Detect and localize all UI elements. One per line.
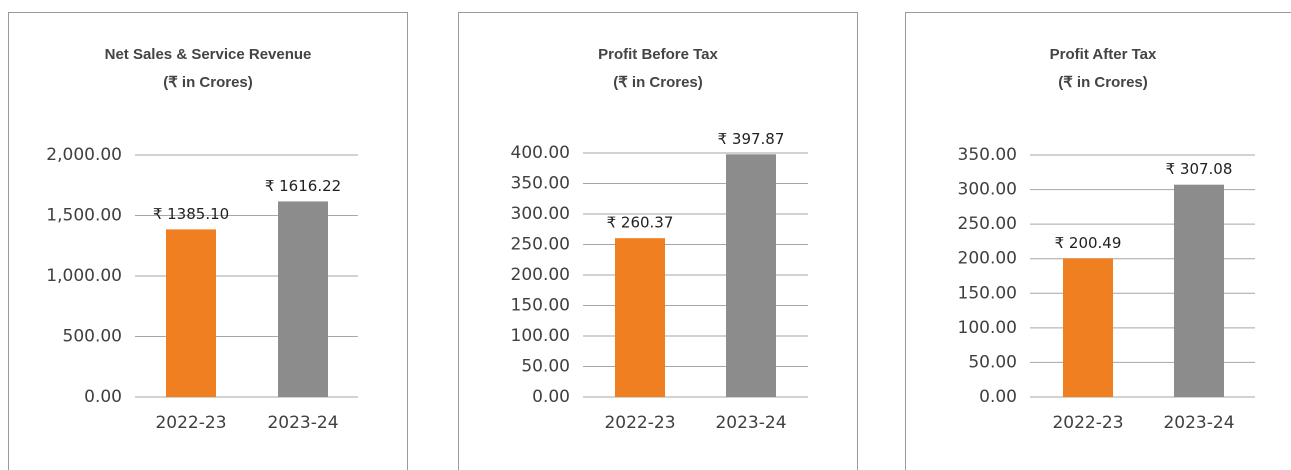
x-tick-label: 2023-24 [715, 413, 786, 433]
chart-title: Profit Before Tax [598, 46, 718, 63]
x-tick-label: 2022-23 [155, 413, 226, 433]
data-label: ₹ 260.37 [607, 214, 674, 232]
bar [726, 154, 776, 397]
panel [458, 12, 858, 470]
data-label: ₹ 397.87 [718, 130, 785, 148]
y-tick-label: 100.00 [958, 318, 1017, 338]
bar [278, 201, 328, 397]
x-tick-label: 2022-23 [604, 413, 675, 433]
y-tick-label: 1,000.00 [46, 266, 122, 286]
chart-subtitle: (₹ in Crores) [163, 74, 253, 91]
data-label: ₹ 307.08 [1166, 160, 1233, 178]
y-tick-label: 2,000.00 [46, 145, 122, 165]
y-tick-label: 300.00 [958, 180, 1017, 200]
data-label: ₹ 1385.10 [153, 205, 229, 223]
y-tick-label: 400.00 [511, 143, 570, 163]
chart-title: Profit After Tax [1050, 46, 1157, 63]
x-tick-label: 2022-23 [1052, 413, 1123, 433]
y-tick-label: 150.00 [958, 283, 1017, 303]
panel [905, 12, 1291, 470]
y-tick-label: 200.00 [511, 265, 570, 285]
y-tick-label: 0.00 [84, 387, 122, 407]
y-tick-label: 0.00 [979, 387, 1017, 407]
chart-subtitle: (₹ in Crores) [1058, 74, 1148, 91]
y-tick-label: 300.00 [511, 204, 570, 224]
y-tick-label: 250.00 [958, 214, 1017, 234]
data-label: ₹ 200.49 [1055, 234, 1122, 252]
y-tick-label: 350.00 [958, 145, 1017, 165]
y-tick-label: 200.00 [958, 249, 1017, 269]
x-tick-label: 2023-24 [1163, 413, 1234, 433]
y-tick-label: 50.00 [968, 352, 1017, 372]
bar [615, 238, 665, 397]
y-tick-label: 100.00 [511, 326, 570, 346]
data-label: ₹ 1616.22 [265, 177, 341, 195]
panel [8, 12, 408, 470]
y-tick-label: 350.00 [511, 174, 570, 194]
chart-subtitle: (₹ in Crores) [613, 74, 703, 91]
y-tick-label: 250.00 [511, 235, 570, 255]
bar [166, 229, 216, 397]
bar [1174, 184, 1224, 397]
y-tick-label: 150.00 [511, 296, 570, 316]
y-tick-label: 50.00 [521, 357, 570, 377]
bar [1063, 258, 1113, 397]
y-tick-label: 500.00 [63, 327, 122, 347]
y-tick-label: 0.00 [532, 387, 570, 407]
x-tick-label: 2023-24 [267, 413, 338, 433]
chart-title: Net Sales & Service Revenue [105, 46, 312, 63]
y-tick-label: 1,500.00 [46, 206, 122, 226]
